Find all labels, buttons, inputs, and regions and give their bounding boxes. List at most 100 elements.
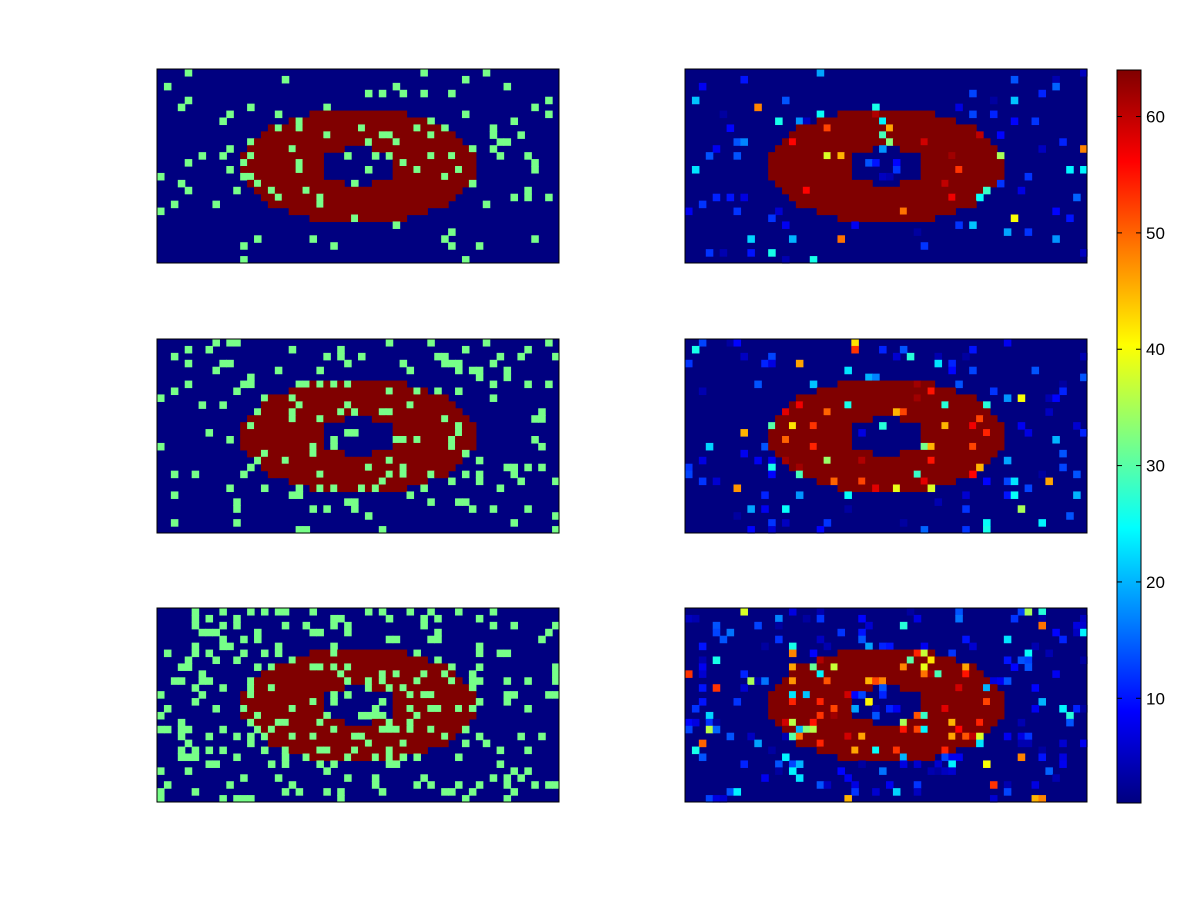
heatmap-cell (205, 628, 214, 637)
heatmap-cell (399, 649, 408, 658)
heatmap-cell (309, 484, 318, 493)
heatmap-cell (906, 456, 915, 465)
heatmap-cell (795, 491, 804, 499)
heatmap-cell (247, 677, 255, 685)
heatmap-cell (406, 387, 415, 396)
heatmap-cell (920, 725, 929, 734)
heatmap-cell (247, 449, 255, 458)
heatmap-cell (260, 401, 269, 409)
heatmap-cell (468, 684, 477, 692)
heatmap-cell (976, 131, 984, 139)
heatmap-cell (948, 124, 956, 132)
heatmap-cell (316, 753, 324, 762)
heatmap-cell (371, 408, 380, 416)
heatmap-cell (809, 698, 818, 706)
heatmap-cell (989, 166, 998, 174)
heatmap-cell (816, 614, 825, 623)
heatmap-cell (913, 131, 922, 139)
heatmap-cell (809, 718, 818, 727)
heatmap-cell (281, 442, 290, 451)
heatmap-cell (795, 670, 804, 678)
heatmap-cell (226, 781, 234, 789)
heatmap-cell (872, 117, 880, 126)
heatmap-cell (448, 477, 456, 486)
heatmap-cell (983, 456, 991, 465)
heatmap-cell (274, 394, 283, 402)
heatmap-cell (371, 380, 380, 389)
heatmap-cell (886, 484, 894, 493)
heatmap-cell (761, 359, 769, 368)
heatmap-cell (399, 698, 408, 706)
heatmap-cell (441, 172, 449, 181)
heatmap-cell (344, 117, 352, 126)
heatmap-cell (886, 753, 894, 762)
heatmap-cell (726, 339, 735, 347)
heatmap-cell (761, 677, 769, 685)
heatmap-cell (295, 138, 304, 146)
heatmap-cell (969, 429, 977, 437)
heatmap-cell (316, 394, 324, 402)
heatmap-cell (865, 725, 873, 734)
heatmap-cell (392, 760, 401, 768)
heatmap-cell (851, 380, 859, 389)
heatmap-panel-r3-c2 (684, 607, 1088, 803)
heatmap-cell (316, 463, 324, 472)
heatmap-cell (851, 456, 859, 465)
heatmap-cell (782, 256, 790, 264)
heatmap-cell (281, 753, 290, 762)
heatmap-cell (427, 394, 435, 402)
heatmap-cell (371, 152, 380, 160)
heatmap-cell (906, 193, 915, 202)
heatmap-cell (795, 711, 804, 720)
heatmap-cell (788, 408, 797, 416)
heatmap-cell (740, 760, 748, 768)
heatmap-cell (698, 663, 707, 671)
heatmap-cell (461, 415, 470, 423)
heatmap-cell (337, 124, 345, 132)
heatmap-cell (420, 394, 428, 402)
heatmap-cell (1031, 781, 1040, 789)
heatmap-cell (371, 124, 380, 132)
heatmap-cell (872, 705, 880, 713)
heatmap-cell (865, 656, 873, 665)
heatmap-cell (886, 401, 894, 409)
heatmap-cell (302, 172, 311, 181)
heatmap-cell (212, 200, 220, 209)
heatmap-cell (295, 186, 304, 195)
heatmap-cell (337, 684, 345, 692)
heatmap-cell (879, 684, 887, 692)
heatmap-cell (726, 193, 735, 202)
heatmap-cell (830, 131, 839, 139)
heatmap-cell (927, 698, 936, 706)
heatmap-cell (886, 193, 894, 202)
heatmap-cell (399, 415, 408, 423)
heatmap-cell (392, 200, 401, 209)
heatmap-cell (1059, 463, 1067, 472)
heatmap-cell (351, 429, 359, 437)
heatmap-cell (1080, 69, 1088, 77)
heatmap-cell (844, 166, 852, 174)
heatmap-cell (427, 117, 435, 126)
heatmap-cell (184, 345, 193, 354)
heatmap-cell (712, 684, 721, 692)
heatmap-cell (191, 746, 200, 755)
heatmap-cell (969, 449, 977, 458)
heatmap-cell (378, 477, 387, 486)
heatmap-cell (927, 753, 936, 762)
heatmap-cell (434, 470, 442, 479)
heatmap-cell (392, 477, 401, 486)
heatmap-cell (316, 207, 324, 216)
heatmap-cell (899, 725, 908, 734)
heatmap-cell (260, 705, 269, 713)
heatmap-cell (184, 380, 193, 389)
heatmap-cell (844, 795, 852, 803)
heatmap-cell (434, 394, 442, 402)
heatmap-cell (858, 117, 866, 126)
heatmap-cell (899, 739, 908, 748)
heatmap-cell (399, 117, 408, 126)
heatmap-cell (413, 166, 421, 174)
heatmap-cell (1073, 470, 1081, 479)
heatmap-cell (399, 746, 408, 755)
heatmap-cell (274, 684, 283, 692)
heatmap-cell (879, 463, 887, 472)
